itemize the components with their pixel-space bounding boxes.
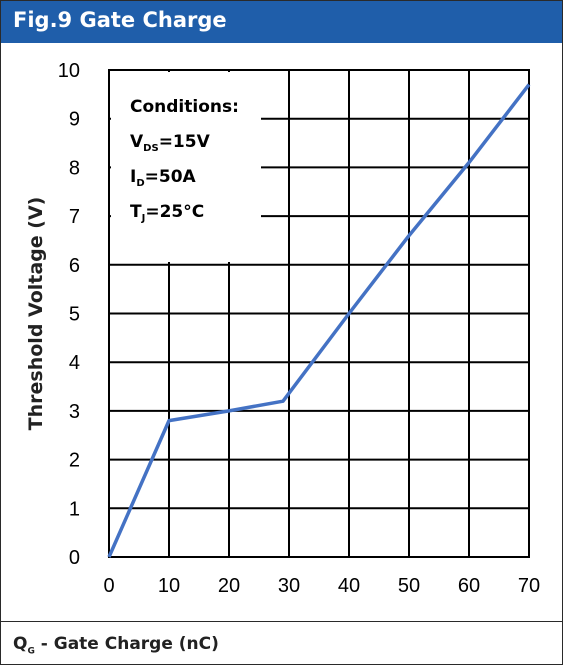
y-tick-label: 3 xyxy=(69,401,80,423)
footer-divider xyxy=(1,621,562,622)
y-tick-label: 1 xyxy=(69,498,80,520)
y-tick-label: 0 xyxy=(69,547,80,569)
x-tick-label: 30 xyxy=(278,575,300,597)
condition-line: VDS=15V xyxy=(130,132,211,154)
y-tick-label: 5 xyxy=(69,304,80,326)
x-axis-label-rest: - Gate Charge (nC) xyxy=(34,634,219,654)
chart-title: Fig.9 Gate Charge xyxy=(13,8,227,32)
condition-line: TJ=25°C xyxy=(130,202,204,224)
y-tick-label: 8 xyxy=(69,157,80,179)
x-tick-label: 20 xyxy=(218,575,240,597)
x-tick-label: 0 xyxy=(103,575,114,597)
x-axis-label-q: Q xyxy=(13,634,28,654)
y-tick-label: 4 xyxy=(69,352,80,374)
x-tick-label: 50 xyxy=(398,575,420,597)
y-tick-label: 9 xyxy=(69,109,80,131)
condition-line: ID=50A xyxy=(130,167,197,189)
series-line xyxy=(107,83,531,558)
y-tick-label: 2 xyxy=(69,450,80,472)
y-axis-title: Threshold Voltage (V) xyxy=(25,197,47,431)
y-tick-label: 6 xyxy=(69,255,80,277)
x-axis-label: QG - Gate Charge (nC) xyxy=(13,634,219,656)
x-tick-label: 10 xyxy=(158,575,180,597)
x-tick-label: 40 xyxy=(338,575,360,597)
y-tick-label: 10 xyxy=(58,60,80,82)
y-tick-label: 7 xyxy=(69,206,80,228)
chart-header: Fig.9 Gate Charge xyxy=(1,1,562,43)
x-tick-label: 60 xyxy=(458,575,480,597)
conditions-box xyxy=(111,72,261,262)
plot-border xyxy=(108,69,530,558)
conditions-title: Conditions: xyxy=(130,97,239,117)
x-axis-label-sub: G xyxy=(27,646,35,657)
x-tick-label: 70 xyxy=(518,575,540,597)
